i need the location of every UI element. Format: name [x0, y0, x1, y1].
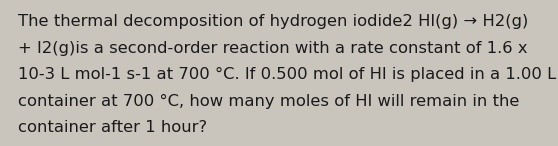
- Text: 10-3 L mol-1 s-1 at 700 °C. If 0.500 mol of HI is placed in a 1.00 L: 10-3 L mol-1 s-1 at 700 °C. If 0.500 mol…: [18, 67, 556, 82]
- Text: container after 1 hour?: container after 1 hour?: [18, 120, 207, 135]
- Text: container at 700 °C, how many moles of HI will remain in the: container at 700 °C, how many moles of H…: [18, 93, 519, 108]
- Text: + I2(g)is a second-order reaction with a rate constant of 1.6 x: + I2(g)is a second-order reaction with a…: [18, 40, 528, 55]
- Text: The thermal decomposition of hydrogen iodide2 HI(g) → H2(g): The thermal decomposition of hydrogen io…: [18, 14, 528, 29]
